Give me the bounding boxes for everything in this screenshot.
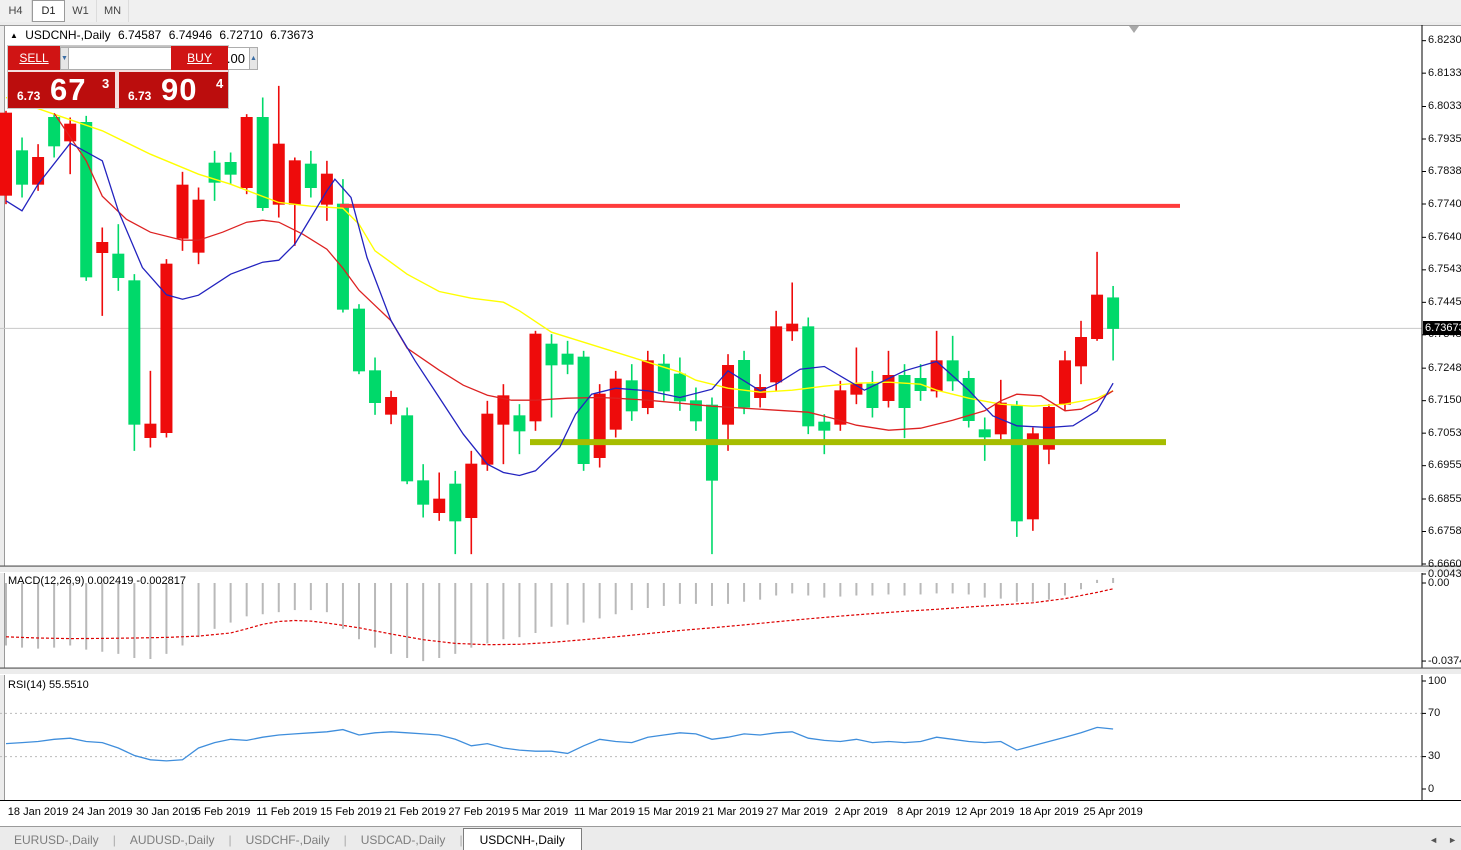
ohlc-high: 6.74946 bbox=[168, 28, 213, 42]
date-axis-label: 11 Feb 2019 bbox=[256, 806, 318, 818]
date-axis-label: 5 Feb 2019 bbox=[194, 806, 251, 818]
rsi-axis-label: 70 bbox=[1428, 706, 1441, 719]
macd-axis-label: 0.00 bbox=[1428, 576, 1450, 589]
ma-red bbox=[53, 112, 1114, 431]
ohlc-open: 6.74587 bbox=[117, 28, 162, 42]
chart-symbol-label: USDCNH-,Daily bbox=[25, 28, 111, 42]
ohlc-close: 6.73673 bbox=[270, 28, 314, 42]
chart-tab-eurusd[interactable]: EURUSD-,Daily bbox=[14, 833, 99, 847]
buy-price-pips: 90 bbox=[161, 72, 198, 107]
tab-separator: | bbox=[228, 833, 232, 847]
chart-shift-marker-icon[interactable] bbox=[1129, 26, 1139, 33]
price-axis-label: 6.70530 bbox=[1428, 426, 1461, 439]
candles bbox=[0, 85, 1120, 555]
date-axis: 18 Jan 2019 24 Jan 2019 30 Jan 2019 5 Feb 2… bbox=[0, 800, 1461, 827]
date-axis-label: 8 Apr 2019 bbox=[897, 806, 951, 818]
rsi-line bbox=[5, 726, 1114, 762]
date-axis-label: 21 Mar 2019 bbox=[701, 806, 764, 818]
chart-tab-audusd[interactable]: AUDUSD-,Daily bbox=[129, 833, 215, 847]
price-axis-label: 6.74455 bbox=[1428, 295, 1461, 308]
price-axis-label: 6.79355 bbox=[1428, 132, 1461, 145]
tab-scroll-right-icon[interactable]: ► bbox=[1448, 835, 1457, 845]
macd-axis-label: -0.03746 bbox=[1428, 654, 1461, 667]
date-axis-label: 21 Feb 2019 bbox=[384, 806, 447, 818]
timeframe-button-mn[interactable]: MN bbox=[97, 0, 129, 22]
date-axis-label: 2 Apr 2019 bbox=[834, 806, 888, 818]
timeframe-button-d1[interactable]: D1 bbox=[32, 0, 65, 22]
chart-tab-usdcnh[interactable]: USDCNH-,Daily bbox=[462, 828, 582, 850]
macd-label: MACD(12,26,9) 0.002419 -0.002817 bbox=[8, 575, 186, 587]
price-axis-label: 6.82305 bbox=[1428, 34, 1461, 47]
ma-blue bbox=[5, 142, 1114, 477]
price-axis-label: 6.71505 bbox=[1428, 394, 1461, 407]
price-axis-label: 6.72480 bbox=[1428, 361, 1461, 374]
date-axis-label: 15 Feb 2019 bbox=[320, 806, 382, 818]
date-axis-label: 30 Jan 2019 bbox=[136, 806, 197, 818]
sell-price-prefix: 6.73 bbox=[17, 89, 41, 103]
tab-separator: | bbox=[459, 833, 463, 847]
macd-signal-line bbox=[5, 588, 1114, 646]
current-price-box: 6.73673 bbox=[1423, 321, 1461, 336]
chart-tab-usdchf[interactable]: USDCHF-,Daily bbox=[245, 833, 330, 847]
price-axis-label: 6.66605 bbox=[1428, 557, 1461, 570]
volume-decrease-button[interactable]: ▼ bbox=[60, 47, 69, 70]
price-axis-label: 6.75430 bbox=[1428, 263, 1461, 276]
ma-yellow bbox=[5, 96, 1114, 407]
date-axis-label: 18 Apr 2019 bbox=[1019, 806, 1079, 818]
panel-separator[interactable] bbox=[0, 668, 1461, 675]
buy-button[interactable]: BUY bbox=[171, 46, 228, 70]
macd-axis-label: 0.004319 bbox=[1428, 567, 1461, 580]
volume-spinner: ▼ ▲ bbox=[60, 46, 258, 70]
chart-title: ▲ USDCNH-,Daily 6.74587 6.74946 6.72710 … bbox=[10, 28, 318, 42]
rsi-chart bbox=[0, 712, 1422, 762]
sell-price-button[interactable]: 6.73 67 3 bbox=[8, 72, 115, 108]
window-frame-left bbox=[0, 22, 5, 850]
volume-increase-button[interactable]: ▲ bbox=[248, 47, 258, 70]
date-axis-label: 5 Mar 2019 bbox=[512, 806, 569, 818]
date-axis-label: 24 Jan 2019 bbox=[71, 806, 133, 818]
rsi-axis-label: 100 bbox=[1428, 674, 1447, 687]
panel-separator[interactable] bbox=[0, 566, 1461, 573]
buy-price-prefix: 6.73 bbox=[128, 89, 152, 103]
date-axis-label: 11 Mar 2019 bbox=[573, 806, 635, 818]
price-axis-label: 6.80330 bbox=[1428, 100, 1461, 112]
date-axis-label: 18 Jan 2019 bbox=[7, 806, 69, 818]
date-axis-label: 15 Mar 2019 bbox=[637, 806, 700, 818]
window-frame-top bbox=[0, 22, 1461, 26]
rsi-label: RSI(14) 55.5510 bbox=[8, 679, 89, 691]
collapse-triangle-icon[interactable]: ▲ bbox=[10, 31, 18, 40]
buy-price-button[interactable]: 6.73 90 4 bbox=[119, 72, 228, 108]
price-axis-label: 6.76405 bbox=[1428, 230, 1461, 243]
main-chart bbox=[0, 85, 1422, 555]
date-axis-label: 27 Feb 2019 bbox=[448, 806, 511, 818]
sell-price-pips: 67 bbox=[50, 72, 87, 107]
tab-scroll-left-icon[interactable]: ◄ bbox=[1429, 835, 1439, 845]
chart-tab-bar: EURUSD-,Daily | AUDUSD-,Daily | USDCHF-,Dail… bbox=[0, 826, 1461, 850]
price-axis-label: 6.81330 bbox=[1428, 66, 1461, 79]
macd-chart bbox=[5, 577, 1115, 662]
timeframe-button-h4[interactable]: H4 bbox=[0, 0, 32, 22]
price-axis-label: 6.69555 bbox=[1428, 459, 1461, 472]
price-axis-label: 6.78380 bbox=[1428, 165, 1461, 177]
timeframe-button-w1[interactable]: W1 bbox=[65, 0, 97, 22]
price-axis-label: 6.68555 bbox=[1428, 492, 1461, 505]
rsi-axis-label: 0 bbox=[1428, 782, 1435, 795]
rsi-axis-label: 30 bbox=[1428, 750, 1441, 763]
tab-separator: | bbox=[112, 833, 116, 847]
chart-tab-usdcad[interactable]: USDCAD-,Daily bbox=[360, 833, 446, 847]
date-axis-label: 12 Apr 2019 bbox=[955, 806, 1015, 818]
tab-separator: | bbox=[343, 833, 347, 847]
one-click-trading-panel: SELL ▼ ▲ BUY 6.73 67 3 6.73 90 4 bbox=[8, 46, 258, 108]
date-axis-label: 27 Mar 2019 bbox=[766, 806, 828, 818]
sell-button[interactable]: SELL bbox=[8, 46, 60, 70]
sell-price-point: 3 bbox=[102, 76, 110, 91]
date-axis-label: 25 Apr 2019 bbox=[1083, 806, 1143, 818]
ohlc-low: 6.72710 bbox=[219, 28, 263, 42]
price-axis-label: 6.77405 bbox=[1428, 197, 1461, 210]
buy-price-point: 4 bbox=[216, 76, 224, 91]
price-axis-label: 6.67580 bbox=[1428, 525, 1461, 537]
